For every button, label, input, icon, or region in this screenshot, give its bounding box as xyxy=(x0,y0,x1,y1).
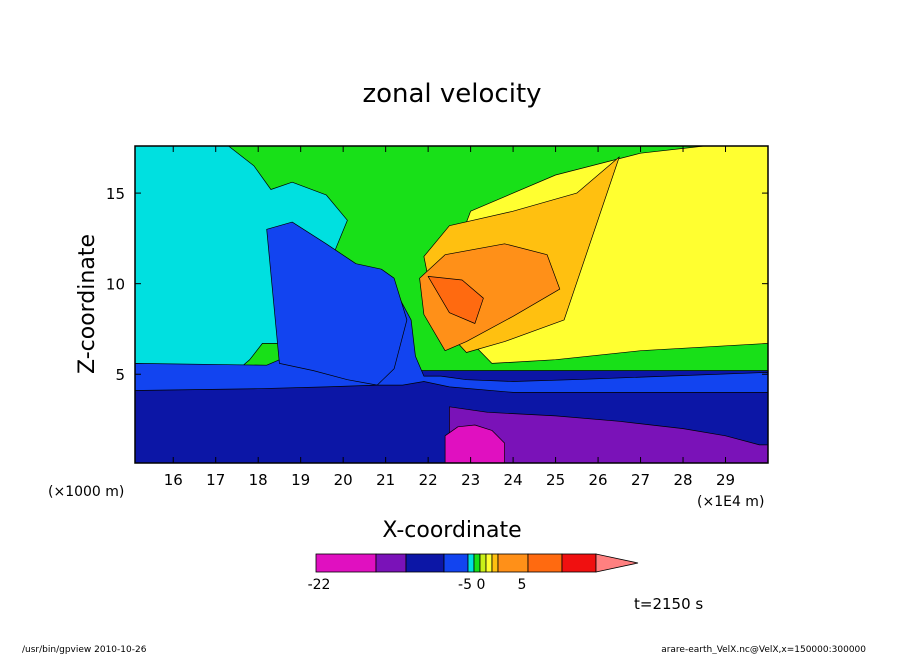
colorbar-tick-label: 5 xyxy=(518,577,527,593)
colorbar-segment xyxy=(444,554,468,572)
colorbar-segment xyxy=(486,554,492,572)
x-tick-label: 27 xyxy=(631,471,650,489)
colorbar: -22 -5 0 5 xyxy=(308,554,638,593)
colorbar-segment xyxy=(474,554,480,572)
x-tick-label: 23 xyxy=(461,471,480,489)
colorbar-tick-label: 0 xyxy=(477,577,486,593)
y-tick-label: 5 xyxy=(115,366,125,384)
colorbar-segment xyxy=(376,554,406,572)
x-axis-label: X-coordinate xyxy=(382,518,521,543)
colorbar-segment xyxy=(528,554,562,572)
x-tick-label: 26 xyxy=(589,471,608,489)
colorbar-segment xyxy=(480,554,486,572)
velocity-field xyxy=(135,146,768,463)
x-tick-label: 17 xyxy=(206,471,225,489)
x-tick-label: 18 xyxy=(249,471,268,489)
x-tick-label: 29 xyxy=(716,471,735,489)
x-tick-label: 25 xyxy=(546,471,565,489)
x-scale-note: (×1E4 m) xyxy=(697,494,764,510)
x-tick-label: 19 xyxy=(291,471,310,489)
x-tick-label: 16 xyxy=(164,471,183,489)
colorbar-segment xyxy=(316,554,376,572)
time-label: t=2150 s xyxy=(634,595,703,613)
colorbar-segment xyxy=(562,554,596,572)
colorbar-tick-label: -22 xyxy=(308,577,331,593)
y-axis-label: Z-coordinate xyxy=(75,234,100,374)
chart-title: zonal velocity xyxy=(362,79,541,109)
x-tick-label: 22 xyxy=(419,471,438,489)
y-tick-label: 15 xyxy=(106,185,125,203)
x-tick-label: 20 xyxy=(334,471,353,489)
y-tick-label: 10 xyxy=(106,276,125,294)
colorbar-segment xyxy=(492,554,498,572)
footer-source: arare-earth_VelX.nc@VelX,x=150000:300000 xyxy=(661,645,866,654)
colorbar-segment xyxy=(498,554,528,572)
x-tick-label: 24 xyxy=(504,471,523,489)
x-tick-label: 21 xyxy=(376,471,395,489)
colorbar-tick-label: -5 xyxy=(458,577,472,593)
x-tick-label: 28 xyxy=(673,471,692,489)
colorbar-overflow-arrow xyxy=(596,554,638,572)
colorbar-segment xyxy=(406,554,444,572)
y-scale-note: (×1000 m) xyxy=(48,484,124,500)
colorbar-segment xyxy=(468,554,474,572)
footer-command: /usr/bin/gpview 2010-10-26 xyxy=(22,645,147,654)
